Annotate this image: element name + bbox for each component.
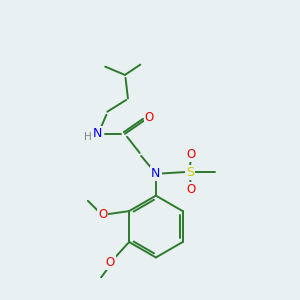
Text: O: O xyxy=(105,256,115,269)
Text: O: O xyxy=(187,148,196,161)
Text: H: H xyxy=(84,132,92,142)
Text: S: S xyxy=(186,166,194,178)
Text: O: O xyxy=(145,111,154,124)
Text: O: O xyxy=(98,208,107,220)
Text: N: N xyxy=(151,167,160,180)
Text: O: O xyxy=(187,183,196,196)
Text: N: N xyxy=(93,127,103,140)
